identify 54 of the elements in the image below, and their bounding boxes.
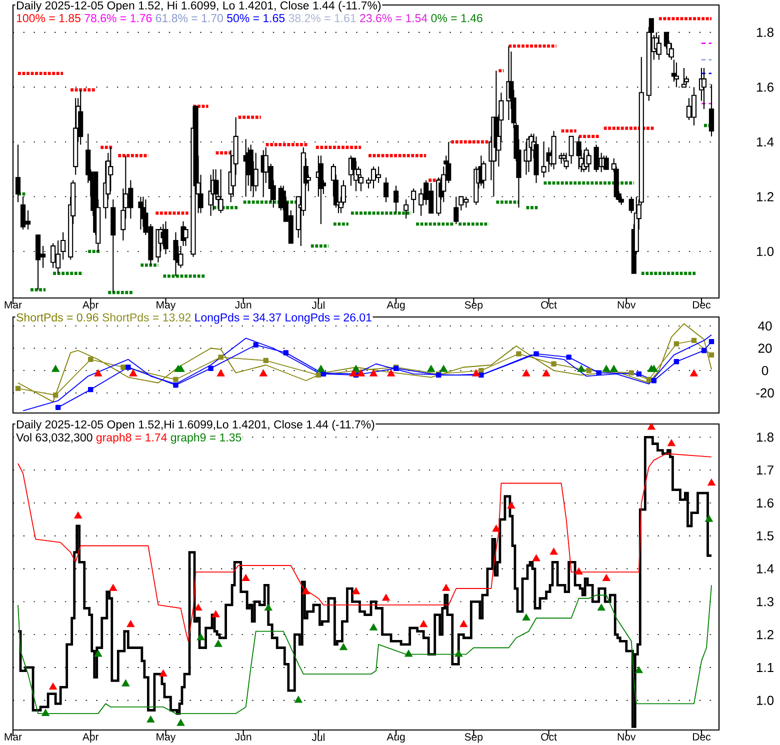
x-tick-label: Oct [541, 733, 557, 741]
y-tick-label: 1.1 [756, 663, 774, 672]
text: graph8 = 1.74 [96, 433, 167, 444]
text: 100% = 1.85 [16, 14, 80, 22]
x-tick-label: Nov [618, 733, 636, 741]
text: graph9 = 1.35 [170, 433, 242, 444]
y-tick-label: 1.0 [756, 696, 774, 705]
x-tick-label: Aug [386, 733, 405, 743]
y-tick-label: 1.8 [756, 28, 774, 37]
x-tick-label: Jun [235, 301, 252, 309]
text: 23.6% = 1.54 [360, 14, 428, 22]
y-tick-label: 1.4 [756, 564, 774, 574]
x-tick-label: Mar [4, 301, 22, 309]
text: 0% = 1.46 [431, 14, 482, 22]
y-tick-label: 1.4 [756, 137, 774, 146]
x-tick-label: Jul [312, 301, 324, 309]
x-tick-label: May [156, 301, 176, 311]
y-tick-label: 1.2 [756, 192, 774, 202]
x-tick-label: Mar [4, 733, 22, 741]
x-tick-label: Apr [82, 301, 99, 311]
text: ShortPds = 0.96 [16, 313, 98, 322]
y-tick-label: 0 [762, 366, 768, 376]
y-tick-label: 1.7 [756, 466, 774, 475]
x-tick-label: Apr [82, 733, 99, 743]
y-tick-label: 20 [758, 344, 772, 353]
x-tick-label: Sep [464, 301, 483, 311]
text: ShortPds = 13.92 [102, 313, 191, 322]
y-tick-label: 1.8 [756, 432, 774, 442]
y-tick-label: 1.3 [756, 597, 774, 606]
text: 61.8% = 1.70 [156, 14, 223, 22]
x-tick-label: Jul [312, 733, 324, 741]
chart-title: Daily 2025-12-05 Open 1.52,Hi 1.6099,Lo 1.4201, Close 1.44 (-11.7%) [17, 420, 374, 431]
x-tick-label: Oct [541, 301, 557, 309]
series-label: LongPds = 34.37 [195, 313, 281, 324]
text: 78.6% = 1.76 [84, 14, 152, 22]
y-tick-label: 1.5 [756, 531, 774, 540]
x-tick-label: Jun [235, 733, 252, 741]
chart-title: Daily 2025-12-05 Open 1.52, Hi 1.6099, Lo 1.4201, Close 1.44 (-11.7%) [17, 1, 381, 12]
x-tick-label: Dec [692, 301, 711, 309]
x-tick-label: May [156, 733, 176, 743]
y-tick-label: 40 [758, 321, 772, 331]
x-tick-label: Sep [464, 733, 483, 743]
y-tick-label: 1.6 [756, 82, 774, 92]
x-tick-label: Aug [386, 301, 405, 311]
text: LongPds = 26.01 [286, 313, 372, 324]
y-tick-label: 1.6 [756, 498, 774, 508]
y-tick-label: -20 [756, 388, 774, 398]
text: 38.2% = 1.61 [288, 14, 356, 22]
text: 50% = 1.65 [227, 14, 285, 22]
y-tick-label: 1.0 [756, 246, 774, 256]
y-tick-label: 1.2 [756, 630, 774, 640]
text: Vol 63,032,300 [16, 433, 92, 443]
x-tick-label: Nov [618, 301, 636, 309]
x-tick-label: Dec [692, 733, 711, 741]
